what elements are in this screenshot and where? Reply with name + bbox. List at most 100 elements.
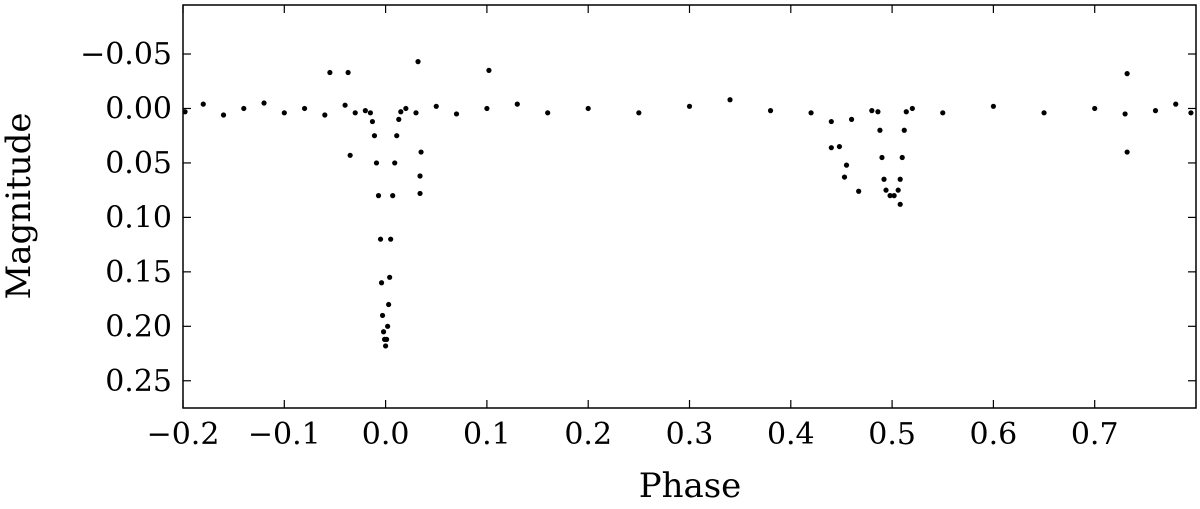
data-point: [887, 193, 893, 199]
data-point: [909, 105, 915, 112]
x-tick-label: 0.3: [666, 417, 714, 452]
data-point: [1124, 71, 1130, 77]
data-point: [897, 201, 903, 207]
y-tick-label: −0.05: [80, 37, 172, 72]
data-point: [241, 105, 247, 112]
data-point: [373, 160, 380, 166]
data-point: [891, 193, 897, 199]
data-point: [897, 176, 903, 182]
x-tick-label: −0.2: [147, 417, 220, 452]
data-point: [418, 149, 424, 155]
data-point: [327, 69, 333, 76]
data-point: [881, 176, 887, 182]
data-point: [903, 109, 909, 115]
data-point: [342, 102, 348, 108]
x-tick-label: 0.6: [970, 417, 1018, 452]
data-point: [385, 323, 391, 329]
data-point: [484, 105, 490, 112]
data-point: [261, 100, 267, 106]
x-axis-title: Phase: [639, 466, 742, 504]
data-point: [378, 280, 385, 286]
data-point: [362, 108, 368, 114]
x-axis-ticks: −0.2 −0.1 0.0 0.1 0.2 0.3 0.4 0.5 0.6 0.7: [147, 5, 1119, 452]
data-point: [352, 110, 358, 116]
data-point: [879, 154, 885, 161]
data-point: [1124, 149, 1130, 155]
data-point: [377, 236, 384, 242]
y-axis-ticks: −0.05 0.00 0.05 0.10 0.15 0.20 0.25: [80, 37, 1196, 399]
data-point: [383, 343, 389, 349]
y-tick-label: 0.20: [105, 309, 172, 344]
y-tick-label: 0.00: [105, 91, 172, 126]
data-point: [636, 110, 642, 116]
data-point: [848, 116, 855, 122]
x-tick-label: 0.7: [1071, 417, 1119, 452]
data-point: [940, 110, 946, 116]
data-point: [387, 274, 393, 280]
data-point: [727, 97, 733, 103]
data-point: [386, 301, 392, 308]
data-point: [1092, 105, 1098, 112]
data-point: [1173, 101, 1179, 107]
y-tick-label: 0.15: [105, 255, 172, 290]
data-point: [1188, 110, 1194, 116]
data-point: [990, 103, 997, 109]
data-point: [514, 101, 520, 107]
data-point: [585, 105, 591, 112]
data-point: [379, 312, 386, 319]
plot-frame: [182, 4, 1197, 409]
data-point: [869, 108, 875, 114]
data-point: [877, 127, 883, 133]
y-axis-title: Magnitude: [0, 112, 39, 299]
data-point: [367, 110, 373, 116]
x-tick-label: 0.1: [463, 417, 511, 452]
data-point: [388, 236, 394, 242]
data-point: [369, 118, 376, 125]
data-point: [828, 118, 834, 125]
data-point: [1152, 108, 1159, 114]
data-point: [403, 105, 409, 112]
x-tick-label: 0.0: [362, 417, 410, 452]
data-point: [413, 110, 419, 116]
y-tick-label: 0.25: [105, 364, 172, 399]
data-point: [384, 336, 390, 342]
data-point: [347, 152, 353, 158]
data-point: [841, 174, 848, 180]
x-tick-label: 0.4: [767, 417, 815, 452]
data-point: [200, 101, 206, 107]
data-point: [486, 67, 492, 73]
data-point: [220, 112, 227, 118]
data-point: [1122, 111, 1128, 117]
data-point: [875, 109, 881, 115]
data-point: [371, 133, 378, 139]
x-tick-label: 0.2: [564, 417, 612, 452]
x-tick-label: −0.1: [248, 417, 321, 452]
data-point: [901, 127, 907, 133]
y-tick-label: 0.05: [105, 146, 172, 181]
data-point: [899, 154, 905, 161]
data-point: [394, 133, 400, 139]
data-point: [836, 143, 843, 150]
data-points: [182, 59, 1194, 349]
data-point: [686, 103, 693, 109]
data-point: [415, 59, 421, 65]
data-point: [301, 105, 308, 112]
data-point: [396, 116, 402, 122]
data-point: [398, 109, 404, 115]
data-point: [843, 162, 850, 168]
data-point: [883, 187, 889, 193]
data-point: [375, 193, 382, 199]
data-point: [281, 110, 287, 116]
data-point: [895, 187, 901, 193]
data-point: [417, 190, 423, 197]
data-point: [856, 188, 862, 194]
data-point: [545, 110, 551, 116]
data-point: [453, 111, 460, 117]
y-tick-label: 0.10: [105, 200, 172, 235]
data-point: [322, 112, 328, 118]
data-point: [433, 103, 439, 109]
data-point: [808, 110, 814, 116]
x-tick-label: 0.5: [868, 417, 916, 452]
data-point: [828, 145, 834, 151]
